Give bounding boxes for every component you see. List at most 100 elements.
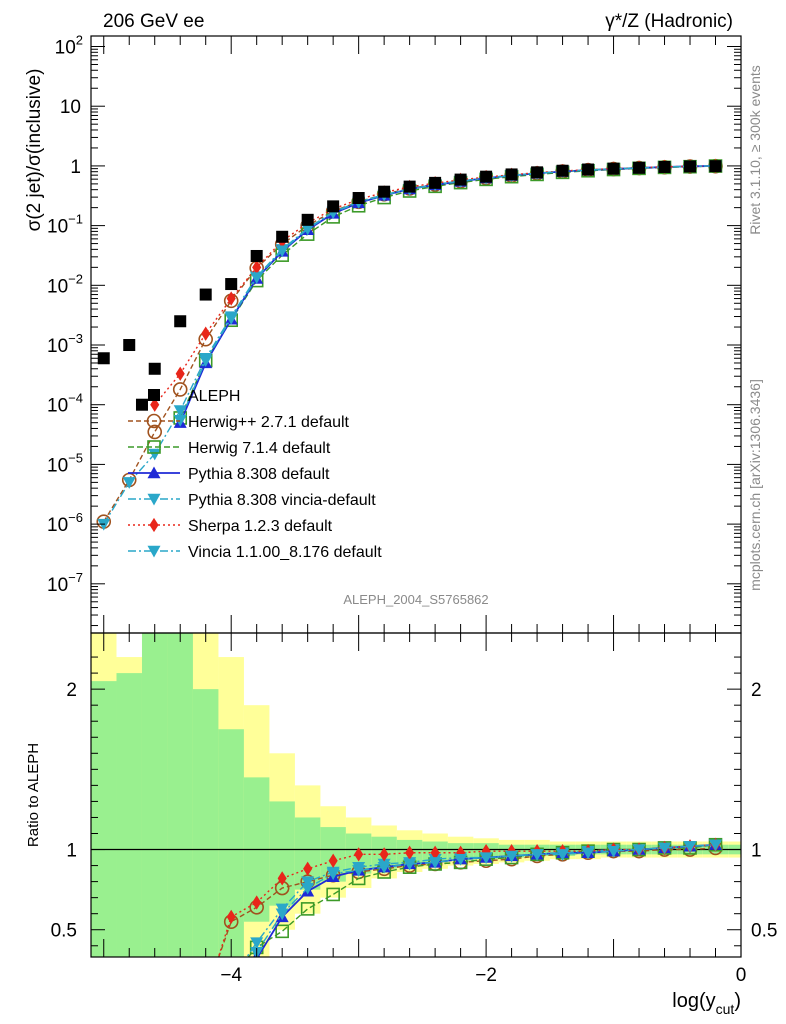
ratio-point-4-5 [354, 847, 364, 862]
band-green-0 [91, 681, 117, 957]
data-point-2 [148, 362, 161, 375]
analysis-label: ALEPH_2004_S5765862 [343, 592, 488, 607]
ratio-uncertainty-bands [91, 633, 741, 957]
data-point-1 [123, 339, 136, 352]
series-point-4-3 [226, 291, 236, 306]
legend-marker-1 [146, 413, 162, 429]
ratio-ytick-label-r-2: 2 [751, 680, 762, 701]
ratio-frame [90, 632, 742, 958]
series-point-4-4 [252, 260, 262, 275]
legend-label-3: Pythia 8.308 default [188, 466, 330, 483]
ratio-point-4-0 [226, 909, 236, 925]
xtick-label-0: −4 [220, 965, 242, 986]
ratio-point-1-3 [326, 887, 340, 902]
series-point-0-2 [147, 424, 163, 440]
data-point-14 [454, 173, 467, 186]
band-green-7 [269, 801, 295, 906]
main-ytick-label-0: 10−7 [47, 570, 83, 596]
main-ytick-label-2: 10−5 [47, 450, 83, 476]
ratio-point-4-6 [379, 847, 389, 862]
main-ytick-label-4: 10−3 [47, 331, 83, 357]
series-point-5-1 [199, 355, 213, 368]
header-left-label: 206 GeV ee [103, 11, 204, 32]
main-plot [96, 158, 723, 531]
ratio-point-5-18 [709, 839, 723, 852]
ratio-plot [91, 837, 741, 957]
ratio-point-1-1 [275, 924, 289, 939]
ratio-point-5-1 [275, 908, 289, 921]
legend-entry-1: Herwig++ 2.7.1 default [128, 413, 350, 431]
legend-marker-5 [149, 517, 159, 533]
legend-marker-3 [147, 466, 161, 479]
series-point-5-3 [250, 272, 264, 285]
series-line-2 [179, 165, 716, 424]
legend-label-2: Herwig 7.1.4 default [188, 440, 331, 457]
ratio-point-4-1 [252, 895, 262, 910]
legend-entry-2: Herwig 7.1.4 default [128, 440, 331, 457]
ratio-point-5-12 [556, 849, 570, 861]
data-point-6 [250, 249, 263, 262]
main-ytick-label-8: 10 [60, 97, 81, 118]
data-point-15 [480, 170, 493, 183]
data-point-10 [352, 192, 365, 205]
ratio-point-5-16 [658, 842, 672, 855]
ratio-point-5-11 [530, 849, 544, 861]
legend-marker-6 [147, 545, 161, 558]
xtick-label-1: −2 [475, 965, 497, 986]
legend-label-4: Pythia 8.308 vincia-default [188, 492, 376, 509]
ratio-point-4-4 [328, 853, 338, 868]
series-point-5-2 [224, 313, 238, 325]
header-right-label: γ*/Z (Hadronic) [605, 11, 733, 32]
series-line-1 [179, 165, 716, 419]
ratio-ytick-label-r-1: 1 [751, 841, 762, 862]
data-point-22 [658, 160, 671, 173]
ratio-ytick-label-r-0: 0.5 [751, 921, 777, 942]
band-green-2 [141, 633, 168, 957]
series-point-4-0 [150, 397, 160, 412]
main-ytick-label-5: 10−2 [47, 271, 83, 297]
main-ylabel: σ(2 jet)/σ(inclusive) [24, 69, 45, 232]
series-line-5 [179, 165, 716, 421]
data-point-9 [327, 200, 340, 213]
main-ytick-label-9: 102 [55, 33, 83, 59]
legend-marker-0 [148, 389, 160, 401]
ratio-point-1-2 [300, 902, 315, 916]
ratio-point-5-15 [632, 844, 646, 857]
data-point-17 [531, 166, 544, 179]
data-point-12 [403, 180, 416, 193]
ratio-point-5-5 [377, 861, 391, 874]
legend-label-6: Vincia 1.1.00_8.176 default [188, 544, 382, 561]
ratio-point-3-0 [250, 937, 264, 950]
data-point-18 [556, 164, 569, 177]
xtick-label-2: 0 [736, 965, 747, 986]
data-point-0 [97, 352, 110, 365]
data-point-3 [174, 315, 187, 328]
mcplots-label: mcplots.cern.ch [arXiv:1306.3436] [747, 379, 763, 591]
data-point-20 [607, 162, 620, 175]
ratio-point-4-3 [303, 861, 313, 876]
legend-marker-2 [147, 440, 161, 454]
ratio-point-5-17 [683, 841, 697, 853]
series-point-3-1 [122, 477, 136, 489]
xaxis-title-sub: cut [716, 1001, 735, 1017]
ratio-line-0 [217, 847, 716, 957]
ratio-ytick-label-2: 2 [66, 680, 77, 701]
legend-marker-4 [147, 493, 161, 506]
ratio-point-5-13 [581, 847, 595, 860]
data-point-11 [378, 185, 391, 198]
ratio-point-5-9 [479, 852, 493, 865]
data-point-24 [709, 160, 722, 173]
data-point-19 [582, 163, 595, 176]
xaxis-title: log(ycut) [672, 990, 741, 1017]
legend-label-5: Sherpa 1.2.3 default [188, 518, 333, 535]
band-green-3 [167, 633, 193, 957]
xaxis-title-main: log(y [672, 990, 715, 1012]
data-point-5 [225, 278, 238, 291]
data-point-low [135, 398, 148, 411]
rivet-label: Rivet 3.1.10, ≥ 300k events [747, 65, 763, 235]
data-point-8 [301, 213, 314, 226]
ratio-point-5-10 [505, 850, 519, 863]
ratio-point-4-2 [277, 871, 287, 886]
ratio-point-4-8 [430, 845, 440, 860]
